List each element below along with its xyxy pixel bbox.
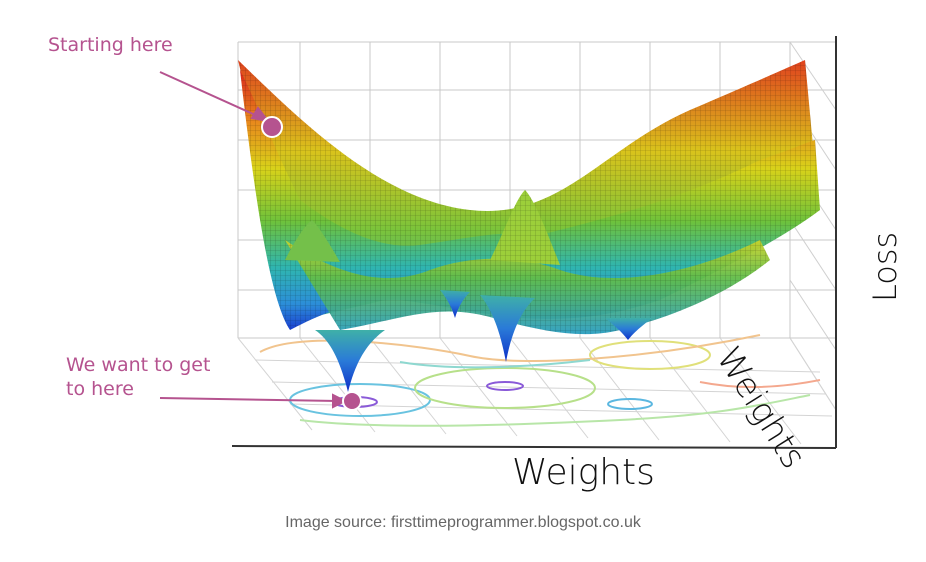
well-center xyxy=(480,295,535,362)
well-right xyxy=(605,318,652,340)
annotation-goal: We want to get to here xyxy=(66,353,210,401)
start-point-marker xyxy=(261,116,283,138)
surface-peak-left xyxy=(285,220,340,262)
well-small xyxy=(440,290,470,318)
goal-point-marker xyxy=(342,391,362,411)
annotation-starting-here: Starting here xyxy=(48,34,173,56)
annotation-goal-line1: We want to get xyxy=(66,354,211,376)
surface-lower-fold-mesh xyxy=(285,240,770,335)
axis-z-label: Loss xyxy=(866,231,904,302)
image-source-caption: Image source: firsttimeprogrammer.blogsp… xyxy=(285,514,641,531)
axis-frame xyxy=(231,36,837,449)
floor-contours xyxy=(259,334,821,427)
surface-peak-center-mesh xyxy=(490,190,560,265)
annotation-goal-line2: to here xyxy=(66,378,134,400)
axis-x-label: Weights xyxy=(512,452,655,493)
annotation-arrows xyxy=(159,71,348,409)
well-global xyxy=(315,330,385,392)
surface-front-mesh xyxy=(240,70,820,330)
